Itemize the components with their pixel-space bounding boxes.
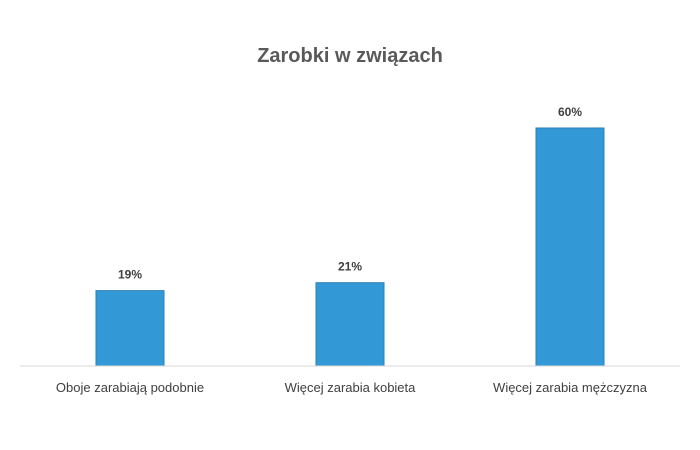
data-label-2: 21%	[338, 260, 362, 274]
category-label-1: Oboje zarabiają podobnie	[56, 380, 204, 395]
labels-layer: 19% Oboje zarabiają podobnie 21% Więcej zar…	[56, 105, 648, 395]
category-label-2: Więcej zarabia kobieta	[285, 380, 417, 395]
data-label-1: 19%	[118, 268, 142, 282]
chart-title: Zarobki w związach	[257, 45, 443, 67]
bars-layer	[95, 127, 605, 367]
bar-1	[95, 290, 165, 367]
category-label-3: Więcej zarabia mężczyzna	[493, 380, 648, 395]
bar-3	[535, 127, 605, 367]
data-label-3: 60%	[558, 105, 582, 119]
bar-2	[315, 282, 385, 367]
